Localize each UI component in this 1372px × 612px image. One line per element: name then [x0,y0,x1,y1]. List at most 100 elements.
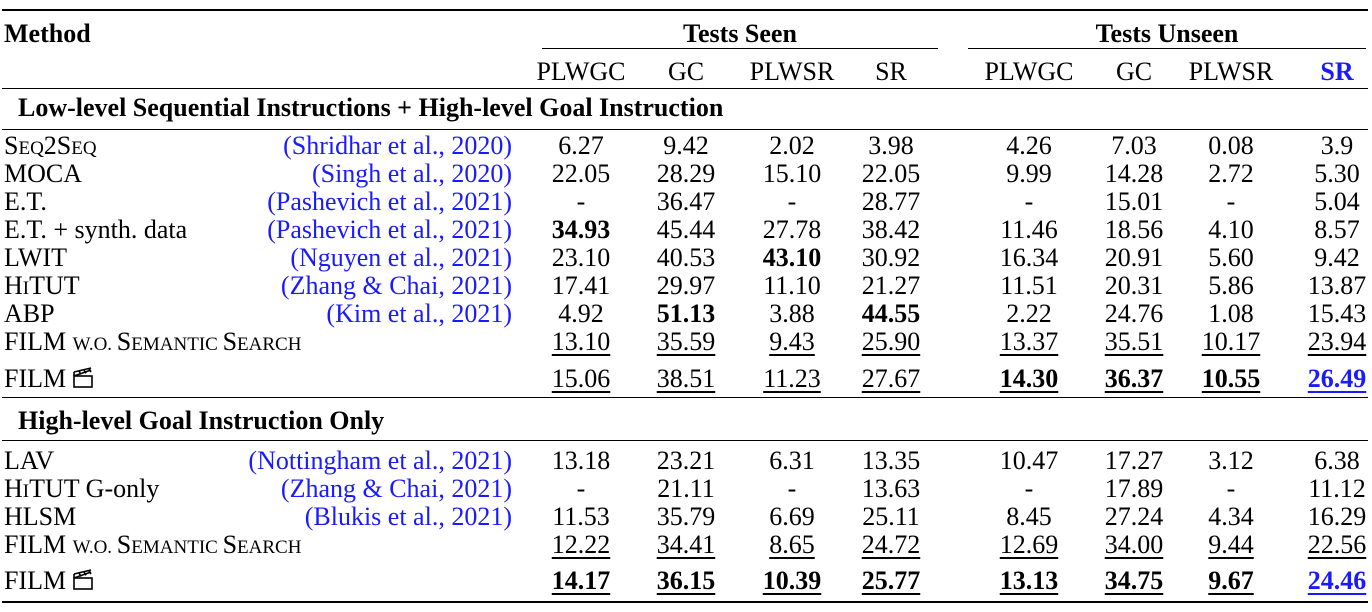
table-cell: 9.67 [1208,566,1254,595]
table-cell: 24.72 [861,530,921,559]
table-cell: 2.22 [1006,299,1052,328]
citation-authors: Shridhar et al., [291,131,452,160]
method-name: LWIT [4,243,67,273]
method-name-part: S [4,131,19,160]
table-cell: 17.89 [1104,474,1164,503]
column-header-gc: GC [1115,57,1153,86]
table-cell: 35.51 [1104,327,1164,356]
table-cell: 24.76 [1104,299,1164,328]
table-cell: 11.53 [552,502,610,531]
table-cell: 24.46 [1307,566,1367,595]
table-cell: 7.03 [1111,131,1157,160]
citation-year: 2020 [451,159,504,188]
table-cell: 9.43 [769,327,815,356]
table-cell: 0.08 [1208,131,1254,160]
method-name-text: HLSM [4,502,77,531]
table-cell: 28.29 [656,159,716,188]
table-cell: 13.63 [861,474,921,503]
method-name-text: FILM [4,364,67,393]
method-name-part: EMANTIC [131,537,223,558]
table-cell: - [576,187,586,216]
method-name: SEQ2SEQ [4,131,97,164]
citation-year: 2020 [451,131,504,160]
bottom-rule [2,601,1368,603]
table-cell: 28.77 [861,187,921,216]
table-cell: 17.41 [551,271,611,300]
citation-year: 2021 [451,243,504,272]
method-name-text: E.T. [4,187,47,216]
method-name-part: TUT G-only [29,474,160,503]
citation-link[interactable]: (Pashevich et al., 2021) [267,187,512,216]
method-name: E.T. [4,187,47,217]
method-name-part: H [4,474,23,503]
table-cell: 23.21 [656,446,716,475]
citation-link[interactable]: (Zhang & Chai, 2021) [280,271,512,300]
method-name: HITUT [4,271,80,304]
table-cell: - [787,187,797,216]
table-cell: - [1024,474,1034,503]
table-cell: 8.57 [1314,215,1360,244]
table-cell: 16.34 [999,243,1059,272]
method-name-part: FILM [4,530,73,559]
citation-link[interactable]: (Singh et al., 2020) [311,159,512,188]
table-cell: 9.42 [663,131,709,160]
citation-authors: Blukis et al., [313,502,452,531]
group-rule-unseen [968,48,1366,49]
method-name: HLSM [4,502,76,532]
method-header: Method [4,19,91,48]
method-name-text: MOCA [4,159,83,188]
table-cell: 4.34 [1208,502,1254,531]
method-name: MOCA [4,159,82,189]
table-cell: 9.44 [1208,530,1254,559]
table-cell: 8.65 [769,530,815,559]
citation-link[interactable]: (Nguyen et al., 2021) [290,243,512,272]
table-cell: 15.10 [762,159,822,188]
citation-link[interactable]: (Shridhar et al., 2020) [283,131,512,160]
table-cell: 43.10 [762,243,822,272]
table-cell: 29.97 [656,271,716,300]
column-header-plwsr: PLWSR [749,57,835,86]
table-cell: - [1024,187,1034,216]
table-cell: - [1226,474,1236,503]
method-name-part: EQ [71,138,97,159]
method-name: LAV [4,446,54,476]
table-cell: 5.30 [1314,159,1360,188]
table-cell: 20.91 [1104,243,1164,272]
table-cell: 34.93 [551,215,611,244]
table-cell: 44.55 [861,299,921,328]
citation-authors: Kim et al., [335,299,452,328]
citation-authors: Pashevich et al., [275,215,452,244]
section2-rule [2,440,1368,441]
table-cell: 25.77 [861,566,921,595]
table-cell: 15.06 [551,364,611,393]
citation-link[interactable]: (Blukis et al., 2021) [304,502,512,531]
table-cell: 40.53 [656,243,716,272]
citation-link[interactable]: (Nottingham et al., 2021) [248,446,512,475]
top-rule [2,9,1368,11]
table-cell: 13.18 [551,446,611,475]
table-cell: 4.92 [558,299,604,328]
table-cell: 6.69 [769,502,815,531]
table-cell: 5.86 [1208,271,1254,300]
citation-link[interactable]: (Kim et al., 2021) [326,299,512,328]
method-name-part: W.O. [72,537,117,558]
table-cell: 6.27 [558,131,604,160]
citation-link[interactable]: (Zhang & Chai, 2021) [280,474,512,503]
citation-link[interactable]: (Pashevich et al., 2021) [267,215,512,244]
method-name: HITUT G-only [4,474,159,507]
method-name-part: EMANTIC [131,334,223,355]
table-cell: 11.10 [763,271,821,300]
column-header-gc: GC [667,57,705,86]
method-name-part: S [222,327,238,356]
method-name-part: FILM [4,327,73,356]
table-cell: 35.79 [656,502,716,531]
method-name-text: ABP [4,299,55,328]
table-cell: 10.55 [1201,364,1261,393]
table-cell: 6.38 [1314,446,1360,475]
table-cell: 13.10 [551,327,611,356]
citation-year: 2021 [451,446,504,475]
method-name-part: 2S [43,131,72,160]
table-cell: 13.37 [999,327,1059,356]
table-cell: 23.10 [551,243,611,272]
table-cell: 36.47 [656,187,716,216]
